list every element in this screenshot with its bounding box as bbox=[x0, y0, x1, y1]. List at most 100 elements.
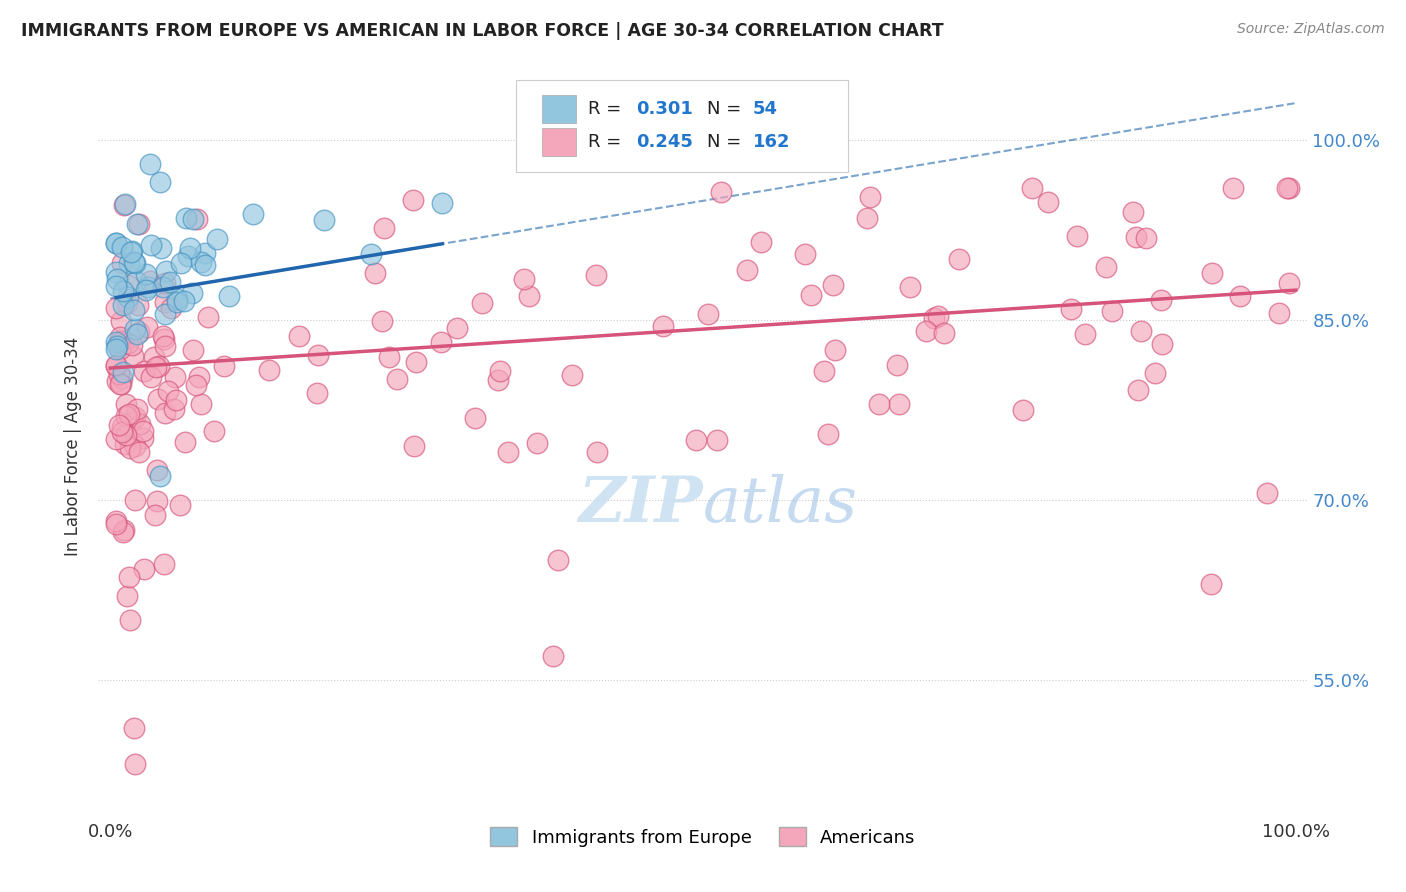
Point bbox=[652, 318, 675, 333]
Point bbox=[174, 434, 197, 449]
Point bbox=[145, 359, 167, 374]
Point bbox=[1135, 231, 1157, 245]
Point bbox=[513, 272, 536, 286]
Point bbox=[105, 235, 128, 250]
Point bbox=[932, 326, 955, 341]
Point bbox=[155, 295, 177, 310]
Point bbox=[1060, 301, 1083, 316]
Point bbox=[122, 302, 145, 317]
Point bbox=[1143, 366, 1166, 380]
Point bbox=[155, 276, 177, 290]
Point bbox=[915, 324, 938, 338]
Point bbox=[218, 289, 240, 303]
Point bbox=[105, 514, 128, 528]
Point bbox=[108, 368, 131, 382]
Point bbox=[120, 441, 142, 455]
Point bbox=[105, 516, 128, 531]
Point bbox=[121, 244, 143, 258]
Point bbox=[105, 301, 128, 315]
Point bbox=[135, 283, 157, 297]
Point bbox=[108, 377, 131, 392]
Point bbox=[181, 343, 204, 357]
Point bbox=[547, 553, 569, 567]
Point bbox=[489, 364, 512, 378]
Point bbox=[710, 185, 733, 199]
Point bbox=[169, 498, 191, 512]
Point bbox=[111, 525, 134, 540]
Point bbox=[585, 268, 607, 282]
Point bbox=[430, 334, 453, 349]
Point bbox=[124, 322, 146, 336]
Point bbox=[385, 372, 408, 386]
Point bbox=[125, 402, 148, 417]
Point bbox=[117, 335, 139, 350]
Point bbox=[541, 648, 564, 663]
Point bbox=[110, 334, 132, 349]
Point bbox=[117, 277, 139, 292]
Point bbox=[685, 433, 707, 447]
Point bbox=[134, 364, 156, 378]
Point bbox=[1122, 205, 1144, 219]
Text: R =: R = bbox=[588, 100, 627, 118]
Point bbox=[735, 263, 758, 277]
Point bbox=[181, 211, 204, 226]
Point bbox=[149, 175, 172, 189]
Point bbox=[1256, 485, 1278, 500]
Point bbox=[1125, 230, 1147, 244]
Point bbox=[128, 445, 150, 459]
Point bbox=[105, 342, 128, 356]
Point bbox=[153, 557, 176, 571]
Point bbox=[1126, 384, 1149, 398]
Point bbox=[111, 365, 134, 379]
Point bbox=[405, 355, 427, 369]
Point bbox=[170, 256, 193, 270]
Point bbox=[166, 295, 188, 310]
Point bbox=[1036, 195, 1059, 210]
Point bbox=[111, 337, 134, 351]
Point bbox=[194, 258, 217, 272]
Point bbox=[115, 397, 138, 411]
Point bbox=[146, 494, 169, 508]
Point bbox=[927, 309, 949, 323]
Point bbox=[115, 296, 138, 310]
Point bbox=[1012, 403, 1035, 417]
Point bbox=[105, 433, 128, 447]
Point bbox=[117, 407, 139, 421]
Point bbox=[202, 424, 225, 438]
Point bbox=[105, 272, 128, 286]
Point bbox=[898, 279, 921, 293]
Text: N =: N = bbox=[707, 100, 747, 118]
Text: ZIP: ZIP bbox=[578, 474, 703, 535]
Point bbox=[1095, 260, 1118, 275]
Point bbox=[115, 589, 138, 603]
Point bbox=[129, 417, 152, 431]
Point bbox=[402, 439, 425, 453]
Point bbox=[157, 384, 180, 399]
Point bbox=[139, 369, 162, 384]
Point bbox=[125, 217, 148, 231]
Point bbox=[190, 397, 212, 411]
Point bbox=[697, 307, 720, 321]
Point bbox=[128, 298, 150, 312]
Point bbox=[111, 425, 134, 440]
Y-axis label: In Labor Force | Age 30-34: In Labor Force | Age 30-34 bbox=[65, 336, 83, 556]
Point bbox=[165, 370, 187, 384]
Point bbox=[163, 401, 186, 416]
Point bbox=[124, 492, 146, 507]
Point bbox=[105, 358, 128, 372]
Point bbox=[1152, 337, 1174, 351]
Point bbox=[121, 338, 143, 352]
Point bbox=[110, 342, 132, 356]
Point bbox=[821, 277, 844, 292]
Point bbox=[813, 363, 835, 377]
Point bbox=[373, 221, 395, 235]
Point bbox=[110, 377, 132, 392]
Point bbox=[135, 268, 157, 282]
Point bbox=[143, 508, 166, 523]
Point bbox=[160, 301, 183, 316]
Point bbox=[118, 613, 141, 627]
Point bbox=[526, 435, 548, 450]
Point bbox=[159, 275, 181, 289]
Point bbox=[868, 397, 890, 411]
Point bbox=[128, 217, 150, 231]
